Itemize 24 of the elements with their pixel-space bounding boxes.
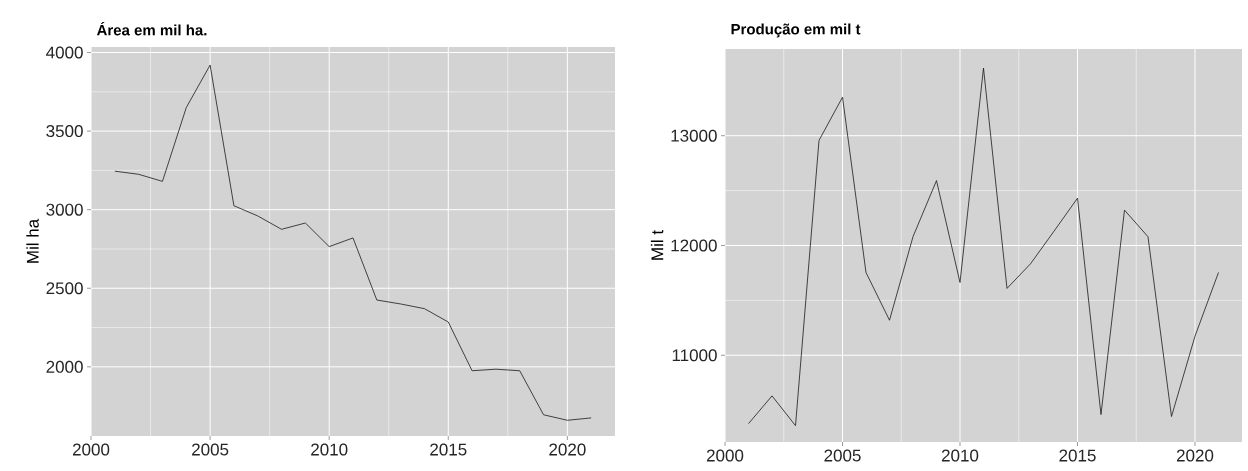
y-tick-label: 3000 xyxy=(46,203,83,216)
x-tick-label: 2015 xyxy=(430,443,467,456)
y-tick-label: 2500 xyxy=(46,282,83,295)
y-tick-label: 12000 xyxy=(671,239,717,252)
x-tick-label: 2005 xyxy=(824,449,861,462)
x-tick-label: 2015 xyxy=(1059,449,1096,462)
line-series xyxy=(748,67,1219,427)
chart-title: Produção em mil t xyxy=(731,23,861,38)
y-tick-label: 2000 xyxy=(46,360,83,373)
y-axis-title: Mil ha xyxy=(26,218,39,263)
y-tick-label: 3500 xyxy=(46,125,83,138)
x-tick-label: 2000 xyxy=(706,449,744,462)
x-tick-label: 2000 xyxy=(72,443,110,456)
x-tick-label: 2020 xyxy=(549,443,586,456)
line-series xyxy=(114,64,592,421)
chart-title: Área em mil ha. xyxy=(96,22,207,36)
x-tick-label: 2010 xyxy=(311,443,348,456)
y-tick-label: 4000 xyxy=(46,46,83,59)
x-tick-label: 2010 xyxy=(941,449,979,462)
x-tick-label: 2005 xyxy=(192,443,229,456)
y-axis-title: Mil t xyxy=(650,230,664,260)
y-tick-label: 13000 xyxy=(671,129,717,142)
y-tick-label: 11000 xyxy=(672,349,717,362)
x-tick-label: 2020 xyxy=(1176,449,1214,462)
